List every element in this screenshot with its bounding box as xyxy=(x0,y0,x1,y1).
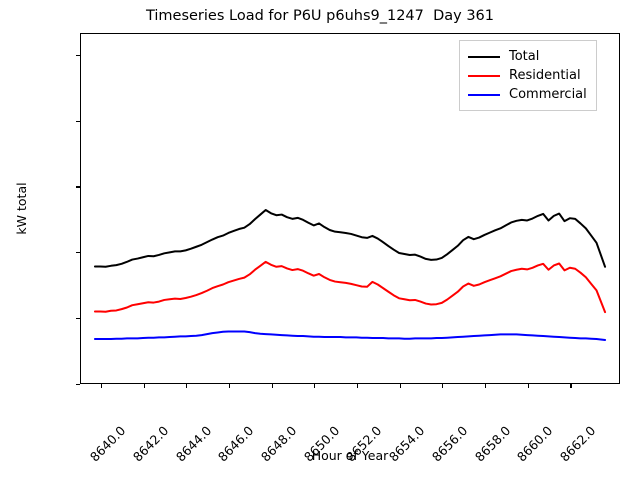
legend-swatch-icon xyxy=(468,55,500,58)
x-tick-mark xyxy=(485,384,487,388)
x-tick-mark xyxy=(314,384,316,388)
x-tick-mark xyxy=(570,384,572,388)
x-tick-mark xyxy=(228,384,230,388)
y-tick-mark xyxy=(76,252,80,254)
legend-swatch-icon xyxy=(468,93,500,96)
x-tick-mark xyxy=(143,384,145,388)
y-tick-mark xyxy=(76,120,80,122)
x-tick-mark xyxy=(100,384,102,388)
x-tick-mark xyxy=(271,384,273,388)
series-line-residential xyxy=(93,260,607,314)
y-tick-mark xyxy=(76,317,80,319)
chart-title: Timeseries Load for P6U p6uhs9_1247 Day … xyxy=(145,8,495,24)
series-canvas xyxy=(93,208,607,341)
chart-legend: Total Residential Commercial xyxy=(459,40,597,111)
series-line-total xyxy=(93,208,607,268)
x-axis-label: Hour of Year xyxy=(311,448,389,463)
y-tick-mark xyxy=(76,383,80,385)
y-axis-label: kW total xyxy=(14,182,29,235)
x-tick-mark xyxy=(356,384,359,388)
y-tick-mark xyxy=(76,186,80,188)
legend-item-total: Total xyxy=(468,47,587,66)
x-tick-mark xyxy=(442,384,444,388)
legend-item-residential: Residential xyxy=(468,66,587,85)
x-tick-mark xyxy=(186,384,188,388)
legend-label: Total xyxy=(509,49,540,64)
legend-swatch-icon xyxy=(468,74,500,77)
x-tick-mark xyxy=(527,384,529,388)
series-line-commercial xyxy=(93,330,607,341)
legend-label: Residential xyxy=(509,68,581,83)
x-tick-mark xyxy=(399,384,401,388)
y-tick-mark xyxy=(76,55,80,57)
legend-item-commercial: Commercial xyxy=(468,85,587,104)
legend-label: Commercial xyxy=(509,87,587,102)
